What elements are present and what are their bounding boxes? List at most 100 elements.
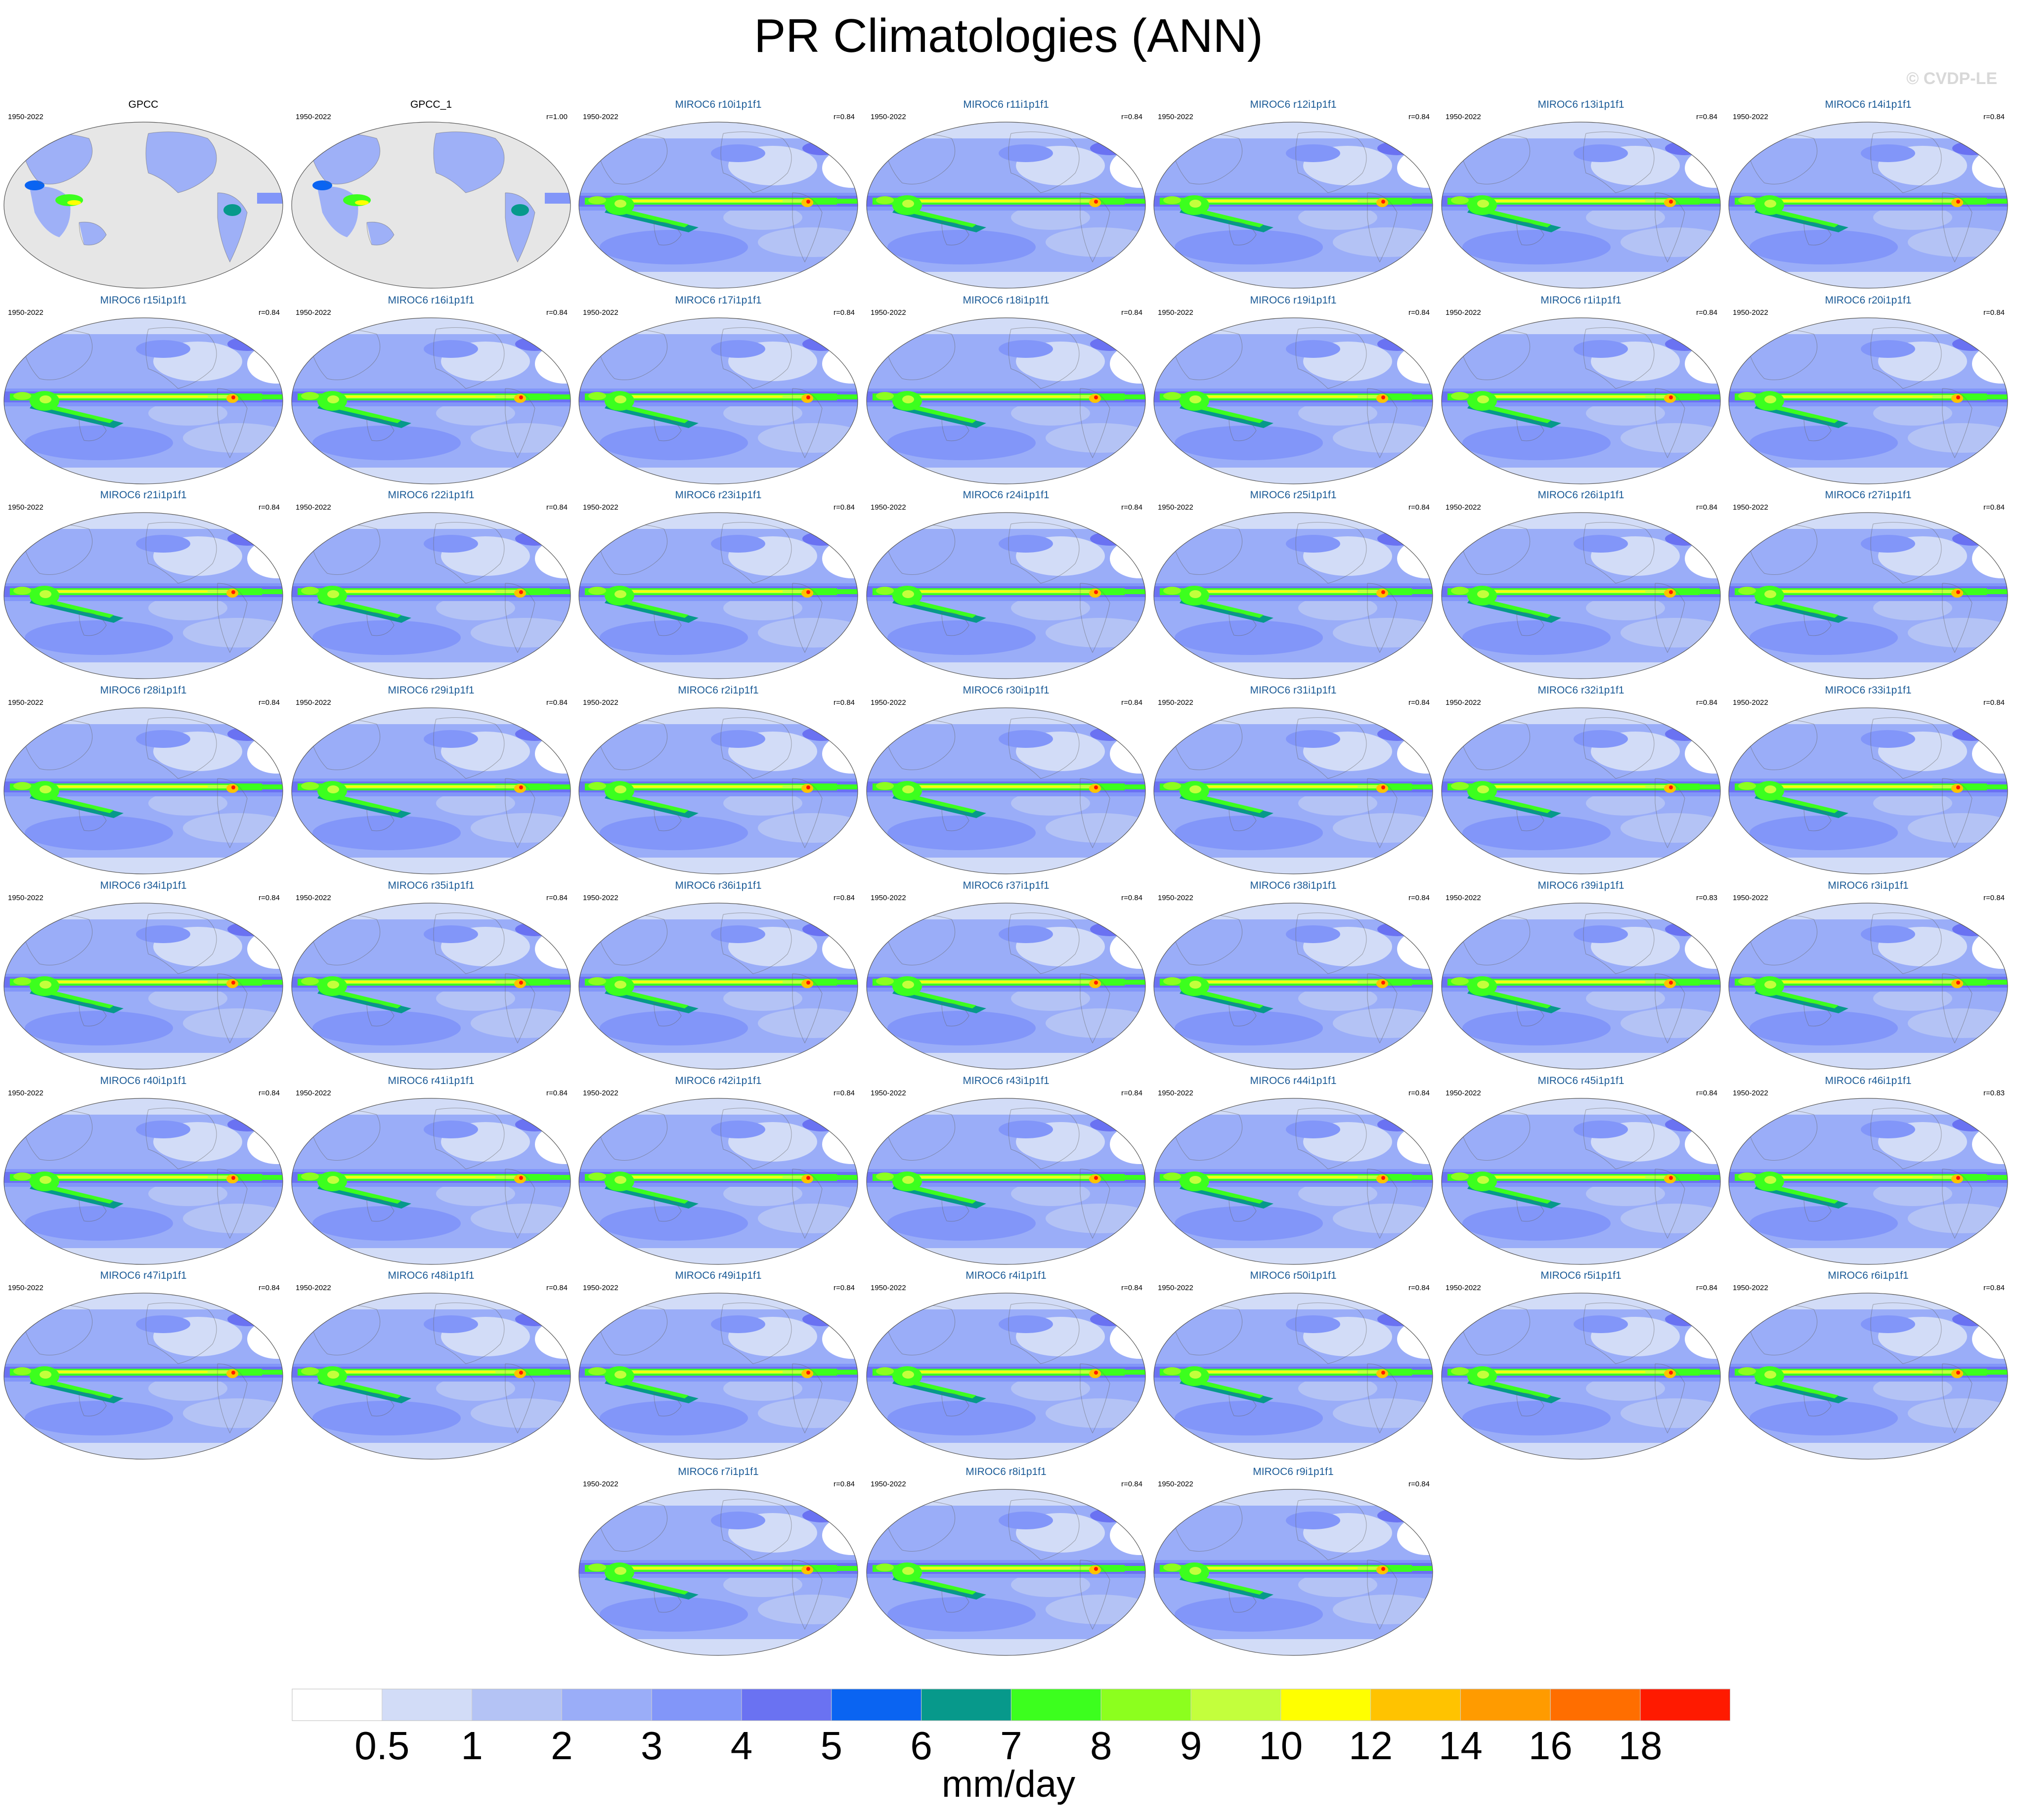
- panel-title: MIROC6 r6i1p1f1: [1828, 1270, 1909, 1281]
- panel-period: 1950-2022: [8, 698, 44, 707]
- panel-pattern-correlation: r=0.84: [546, 1089, 568, 1097]
- panel-pattern-correlation: r=0.84: [1696, 113, 1717, 121]
- panel-period: 1950-2022: [1446, 894, 1481, 902]
- panel-period: 1950-2022: [871, 1480, 906, 1488]
- panel-title: MIROC6 r18i1p1f1: [963, 295, 1050, 306]
- map-panel: MIROC6 r26i1p1f1 1950-2022 r=0.84: [1438, 489, 1724, 683]
- precip-map: [578, 1098, 858, 1265]
- panel-pattern-correlation: r=0.84: [1408, 1284, 1430, 1292]
- panel-title: MIROC6 r23i1p1f1: [675, 489, 762, 501]
- panel-period: 1950-2022: [583, 1480, 618, 1488]
- panel-period: 1950-2022: [296, 894, 331, 902]
- panel-period: 1950-2022: [871, 698, 906, 707]
- panel-title: MIROC6 r34i1p1f1: [100, 880, 187, 891]
- precip-map: [578, 317, 858, 484]
- map-panel: GPCC 1950-2022: [0, 99, 287, 293]
- panel-pattern-correlation: r=0.84: [1121, 1089, 1142, 1097]
- panel-pattern-correlation: r=0.84: [259, 894, 280, 902]
- map-panel: MIROC6 r29i1p1f1 1950-2022 r=0.84: [288, 685, 574, 878]
- colorbar-box: [1190, 1689, 1281, 1721]
- panel-period: 1950-2022: [1158, 503, 1193, 512]
- colorbar-tick-label: 18: [1618, 1724, 1663, 1768]
- colorbar-box: [1550, 1689, 1641, 1721]
- map-panel: MIROC6 r8i1p1f1 1950-2022 r=0.84: [863, 1466, 1149, 1660]
- map-panel: MIROC6 r48i1p1f1 1950-2022 r=0.84: [288, 1270, 574, 1464]
- panel-title: MIROC6 r45i1p1f1: [1537, 1075, 1624, 1086]
- panel-period: 1950-2022: [871, 1089, 906, 1097]
- panel-pattern-correlation: r=0.84: [259, 308, 280, 317]
- map-panel: MIROC6 r24i1p1f1 1950-2022 r=0.84: [863, 489, 1149, 683]
- precip-map: [291, 512, 571, 679]
- panel-period: 1950-2022: [871, 308, 906, 317]
- panel-title: MIROC6 r16i1p1f1: [388, 295, 475, 306]
- colorbar-tick-label: 4: [730, 1724, 753, 1768]
- map-panel: MIROC6 r41i1p1f1 1950-2022 r=0.84: [288, 1075, 574, 1269]
- panel-title: MIROC6 r32i1p1f1: [1537, 685, 1624, 696]
- panel-title: MIROC6 r39i1p1f1: [1537, 880, 1624, 891]
- figure-title: PR Climatologies (ANN): [754, 9, 1263, 62]
- panel-title: MIROC6 r4i1p1f1: [965, 1270, 1047, 1281]
- precip-map: [1441, 903, 1721, 1070]
- precip-map: [1153, 512, 1433, 679]
- map-panel: MIROC6 r27i1p1f1 1950-2022 r=0.84: [1725, 489, 2012, 683]
- panel-title: MIROC6 r15i1p1f1: [100, 295, 187, 306]
- panel-period: 1950-2022: [1733, 698, 1768, 707]
- map-panel: MIROC6 r34i1p1f1 1950-2022 r=0.84: [0, 880, 287, 1074]
- precip-map: [3, 1293, 283, 1460]
- map-panel: MIROC6 r32i1p1f1 1950-2022 r=0.84: [1438, 685, 1724, 878]
- panel-title: MIROC6 r2i1p1f1: [678, 685, 759, 696]
- map-panel: MIROC6 r18i1p1f1 1950-2022 r=0.84: [863, 295, 1149, 488]
- precip-map: [1728, 512, 2008, 679]
- panel-period: 1950-2022: [1446, 1284, 1481, 1292]
- map-panel: MIROC6 r46i1p1f1 1950-2022 r=0.83: [1725, 1075, 2012, 1269]
- map-panel: MIROC6 r19i1p1f1 1950-2022 r=0.84: [1150, 295, 1437, 488]
- panel-pattern-correlation: r=0.84: [1983, 308, 2005, 317]
- panel-title: MIROC6 r17i1p1f1: [675, 295, 762, 306]
- panel-period: 1950-2022: [1158, 894, 1193, 902]
- precip-map: [3, 122, 283, 289]
- panel-period: 1950-2022: [871, 894, 906, 902]
- map-panel: MIROC6 r39i1p1f1 1950-2022 r=0.83: [1438, 880, 1724, 1074]
- map-panel: MIROC6 r22i1p1f1 1950-2022 r=0.84: [288, 489, 574, 683]
- panel-title: MIROC6 r13i1p1f1: [1537, 99, 1624, 110]
- panel-title: MIROC6 r50i1p1f1: [1250, 1270, 1337, 1281]
- panel-title: MIROC6 r33i1p1f1: [1825, 685, 1912, 696]
- panel-pattern-correlation: r=0.84: [1121, 503, 1142, 512]
- panel-title: MIROC6 r22i1p1f1: [388, 489, 475, 501]
- precip-map: [291, 1098, 571, 1265]
- map-panel: GPCC_1 1950-2022 r=1.00: [288, 99, 574, 293]
- map-panel: MIROC6 r13i1p1f1 1950-2022 r=0.84: [1438, 99, 1724, 293]
- precip-map: [866, 903, 1146, 1070]
- panel-period: 1950-2022: [583, 894, 618, 902]
- colorbar-box: [292, 1689, 383, 1721]
- colorbar-box: [472, 1689, 562, 1721]
- panel-title: MIROC6 r37i1p1f1: [963, 880, 1050, 891]
- panel-period: 1950-2022: [1733, 1284, 1768, 1292]
- panel-pattern-correlation: r=0.84: [833, 1089, 855, 1097]
- panel-pattern-correlation: r=0.83: [1696, 894, 1717, 902]
- panel-period: 1950-2022: [1158, 113, 1193, 121]
- map-panel: MIROC6 r42i1p1f1 1950-2022 r=0.84: [575, 1075, 862, 1269]
- panel-title: MIROC6 r14i1p1f1: [1825, 99, 1912, 110]
- cvdp-watermark: © CVDP-LE: [1906, 69, 1997, 88]
- precip-map: [578, 707, 858, 874]
- colorbar-tick-label: 8: [1090, 1724, 1112, 1768]
- panel-period: 1950-2022: [583, 1089, 618, 1097]
- panel-period: 1950-2022: [583, 308, 618, 317]
- map-panel: MIROC6 r36i1p1f1 1950-2022 r=0.84: [575, 880, 862, 1074]
- colorbar-tick-label: 2: [551, 1724, 573, 1768]
- panel-pattern-correlation: r=0.84: [1408, 1480, 1430, 1488]
- map-panel: MIROC6 r44i1p1f1 1950-2022 r=0.84: [1150, 1075, 1437, 1269]
- precip-map: [1441, 317, 1721, 484]
- colorbar-box: [1640, 1689, 1730, 1721]
- map-panel: MIROC6 r20i1p1f1 1950-2022 r=0.84: [1725, 295, 2012, 488]
- panel-period: 1950-2022: [871, 1284, 906, 1292]
- panel-title: MIROC6 r42i1p1f1: [675, 1075, 762, 1086]
- colorbar-tick-label: 9: [1180, 1724, 1202, 1768]
- panel-title: MIROC6 r43i1p1f1: [963, 1075, 1050, 1086]
- map-panel: MIROC6 r45i1p1f1 1950-2022 r=0.84: [1438, 1075, 1724, 1269]
- precip-map: [1728, 122, 2008, 289]
- colorbar-box: [382, 1689, 473, 1721]
- panel-pattern-correlation: r=0.83: [1983, 1089, 2005, 1097]
- precip-map: [1441, 512, 1721, 679]
